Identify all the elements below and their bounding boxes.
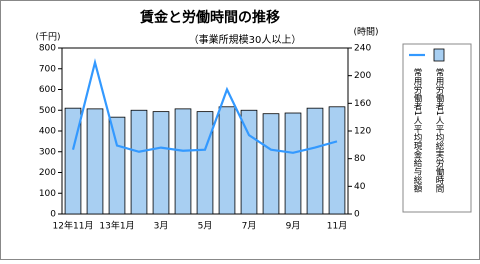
bar — [328, 106, 346, 215]
x-tick-label: 7月 — [242, 221, 257, 232]
x-tick-label: 11月 — [327, 221, 347, 232]
x-tick-label: 5月 — [198, 221, 213, 232]
y2-axis-label: (時間) — [353, 27, 378, 38]
y-tick-label: 0 — [50, 210, 56, 220]
legend-label: 常用労働者1人平均総実労働時間 — [434, 67, 444, 193]
bar — [152, 111, 170, 215]
y-tick-label: 100 — [39, 189, 56, 199]
y-tick-label: 600 — [39, 85, 56, 95]
x-tick-label: 9月 — [286, 221, 301, 232]
y-tick-label: 500 — [39, 106, 56, 116]
y2-tick-label: 160 — [354, 99, 371, 109]
bar — [240, 109, 258, 215]
y-axis-label: (千円) — [35, 32, 60, 43]
y-tick-label: 200 — [39, 168, 56, 178]
bar — [218, 106, 236, 215]
bar — [262, 113, 280, 215]
x-tick-label: 3月 — [154, 221, 169, 232]
y2-tick-label: 240 — [354, 44, 371, 54]
y2-tick-label: 40 — [354, 182, 366, 192]
x-tick-label: 12年11月 — [53, 220, 94, 232]
chart-title: 賃金と労働時間の推移 — [139, 9, 280, 26]
y2-tick-label: 120 — [354, 127, 371, 137]
y-tick-label: 700 — [39, 64, 56, 74]
legend-label: 常用労働者1人平均現金給与総額 — [412, 67, 422, 193]
bar — [174, 108, 192, 215]
bar — [306, 107, 324, 215]
legend-swatch — [433, 48, 445, 62]
y2-tick-label: 0 — [354, 210, 360, 220]
y2-tick-label: 80 — [354, 154, 366, 164]
legend-box — [402, 43, 472, 213]
bar — [108, 116, 126, 215]
x-tick-label: 13年1月 — [99, 220, 134, 232]
bar — [86, 108, 104, 215]
y-tick-label: 300 — [39, 147, 56, 157]
bar — [130, 109, 148, 215]
line — [71, 58, 338, 154]
y-tick-label: 400 — [39, 127, 56, 137]
y-tick-label: 800 — [39, 44, 56, 54]
y2-tick-label: 200 — [354, 71, 371, 81]
chart-subtitle: （事業所規模30人以上） — [189, 33, 302, 46]
bar — [196, 111, 214, 215]
bar — [284, 112, 302, 215]
